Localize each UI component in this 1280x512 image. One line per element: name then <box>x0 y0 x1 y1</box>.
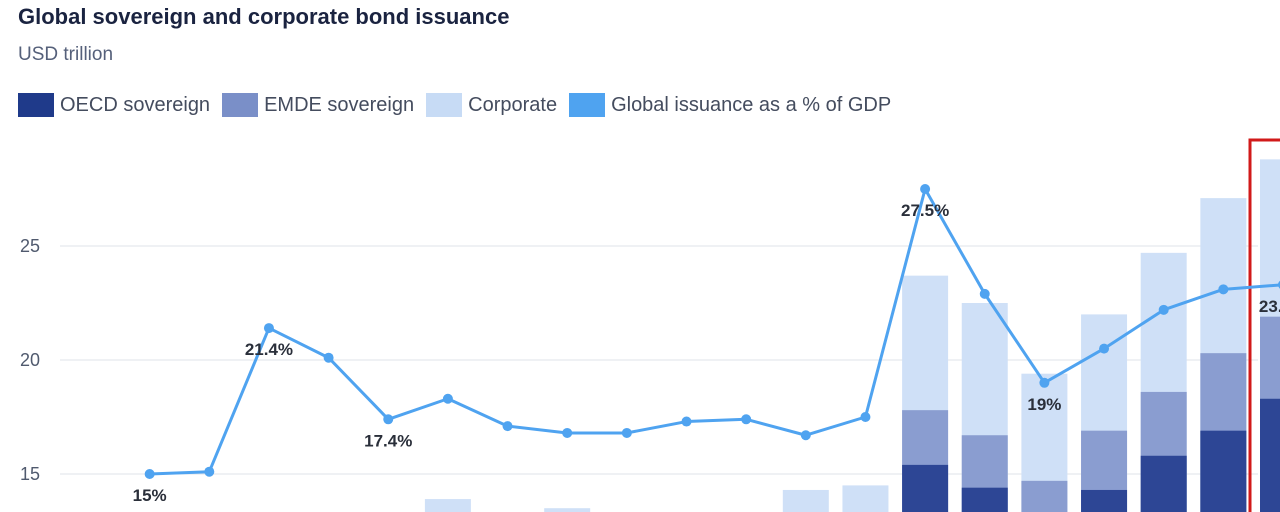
bar-corporate <box>424 499 471 512</box>
chart-legend: OECD sovereign EMDE sovereign Corporate … <box>18 93 903 117</box>
line-data-label: 15% <box>133 486 167 505</box>
line-point <box>204 466 215 477</box>
bar-oecd-sovereign <box>1140 455 1187 512</box>
bar-oecd-sovereign <box>1200 430 1247 512</box>
legend-label: OECD sovereign <box>60 93 211 116</box>
line-point <box>800 430 811 441</box>
bar-oecd-sovereign <box>1081 489 1128 512</box>
legend-swatch <box>222 93 259 117</box>
line-point <box>1039 377 1050 388</box>
bar-emde-sovereign <box>1021 480 1068 512</box>
line-point <box>144 469 155 479</box>
line-point <box>920 184 931 194</box>
line-point <box>979 288 990 299</box>
legend-label: Global issuance as a % of GDP <box>611 93 892 116</box>
line-data-label: 23.3% <box>1259 297 1280 316</box>
chart-title: Global sovereign and corporate bond issu… <box>18 4 510 29</box>
y-tick-label: 25 <box>20 236 40 256</box>
line-point <box>621 427 632 438</box>
line-point <box>383 414 394 425</box>
line-data-label: 19% <box>1027 395 1061 414</box>
bar-oecd-sovereign <box>961 487 1008 512</box>
bar-oecd-sovereign <box>902 464 949 512</box>
legend-item-issuance-gdp[interactable]: Global issuance as a % of GDP <box>569 93 891 117</box>
issuance-gdp-line <box>149 187 1280 476</box>
line-data-label: 21.4% <box>245 340 293 359</box>
bar-oecd-sovereign <box>1260 398 1280 512</box>
line-point <box>263 323 274 334</box>
legend-swatch <box>426 93 463 117</box>
line-point <box>442 393 453 404</box>
legend-label: EMDE sovereign <box>264 93 415 116</box>
line-point <box>562 427 573 438</box>
line-point <box>323 352 334 363</box>
line-point <box>1099 343 1110 354</box>
chart-subtitle: USD trillion <box>18 44 114 65</box>
line-point <box>502 421 513 432</box>
legend-item-corporate[interactable]: Corporate <box>426 93 557 117</box>
line-point <box>741 414 752 425</box>
legend-swatch <box>569 93 606 117</box>
line-data-label: 27.5% <box>901 201 949 220</box>
y-tick-label: 20 <box>20 350 40 370</box>
y-tick-label: 15 <box>20 464 40 484</box>
highlight-box <box>1248 138 1280 512</box>
line-point <box>1218 284 1229 295</box>
bar-corporate <box>544 508 591 512</box>
bar-corporate <box>842 485 889 512</box>
legend-item-oecd-sovereign[interactable]: OECD sovereign <box>18 93 210 117</box>
legend-label: Corporate <box>468 93 558 116</box>
legend-item-emde-sovereign[interactable]: EMDE sovereign <box>222 93 414 117</box>
line-point <box>860 412 871 422</box>
line-point <box>681 416 692 427</box>
line-data-label: 17.4% <box>364 431 412 450</box>
legend-swatch <box>18 93 54 117</box>
bar-corporate <box>782 489 829 512</box>
line-point <box>1158 304 1169 315</box>
